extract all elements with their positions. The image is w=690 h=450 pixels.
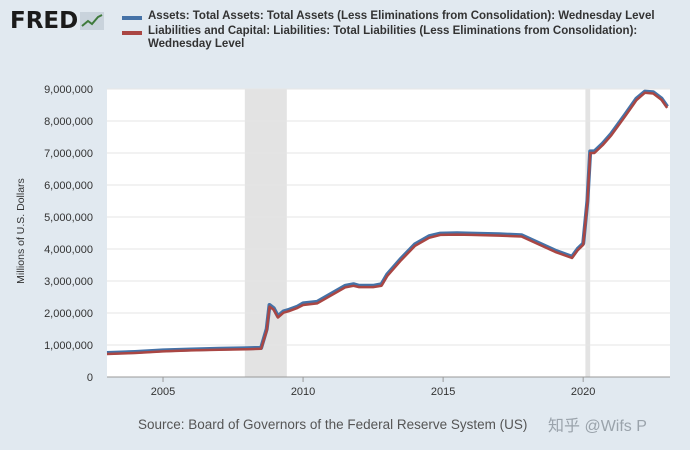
line-chart: 0 1,000,000 2,000,000 3,000,000 4,000,000 5,0…	[15, 84, 670, 398]
series-line-liabilities[interactable]	[106, 91, 669, 356]
y-axis-label: Millions of U.S. Dollars	[15, 178, 27, 284]
y-tick-label: 1,000,000	[44, 340, 93, 352]
fred-logo-text: FRED	[10, 8, 79, 34]
y-tick-label: 6,000,000	[44, 180, 93, 192]
trend-graph-icon	[80, 12, 105, 30]
y-tick-label: 7,000,000	[44, 148, 93, 160]
plot-area	[107, 89, 670, 377]
legend-item-assets[interactable]: Assets: Total Assets: Total Assets (Less…	[122, 10, 682, 23]
y-tick-label: 8,000,000	[44, 116, 93, 128]
legend-label-assets: Assets: Total Assets: Total Assets (Less…	[148, 10, 655, 22]
y-tick-label: 0	[87, 372, 93, 384]
recession-band-1	[585, 89, 591, 377]
y-tick-label: 4,000,000	[44, 244, 93, 256]
legend-label-liabilities: Liabilities and Capital: Liabilities: To…	[148, 25, 638, 50]
x-tick-label: 2005	[151, 386, 175, 398]
chart-legend: Assets: Total Assets: Total Assets (Less…	[122, 10, 682, 53]
y-tick-label: 9,000,000	[44, 84, 93, 96]
fred-logo[interactable]: FRED	[10, 8, 105, 34]
x-tick-label: 2020	[571, 386, 595, 398]
source-text: Source: Board of Governors of the Federa…	[138, 417, 528, 432]
y-tick-label: 5,000,000	[44, 212, 93, 224]
legend-item-liabilities[interactable]: Liabilities and Capital: Liabilities: To…	[122, 25, 682, 51]
legend-swatch-assets	[122, 16, 142, 20]
x-tick-label: 2010	[291, 386, 315, 398]
x-tick-label: 2015	[431, 386, 455, 398]
watermark: 知乎 @Wifs P	[548, 418, 647, 435]
y-tick-label: 3,000,000	[44, 276, 93, 288]
y-tick-label: 2,000,000	[44, 308, 93, 320]
legend-swatch-liabilities	[122, 31, 142, 35]
